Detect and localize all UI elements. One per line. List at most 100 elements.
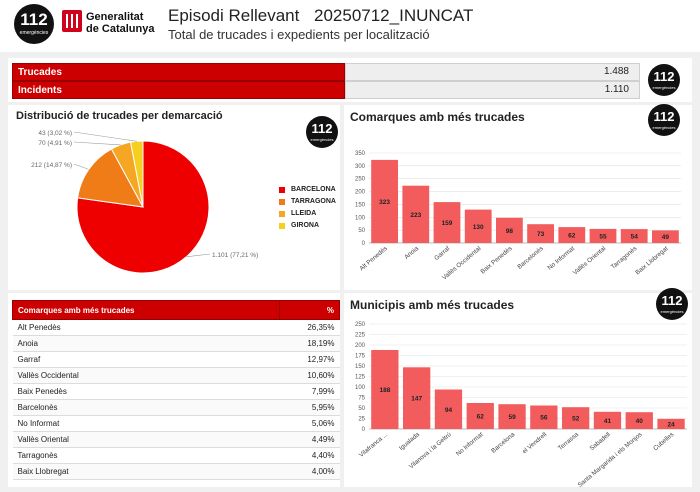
bar-value-label: 49 [662,234,670,241]
bar [620,229,648,243]
bar-value-label: 323 [379,199,390,206]
table-row: Tarragonès 4,40% [12,447,340,464]
logo-112-caption: emergències [19,30,49,36]
table-row: Garraf 12,97% [12,351,340,368]
x-tick-label: Terrassa [557,431,580,452]
legend-item-tarragona: TARRAGONA [279,196,336,207]
badge-caption: emergències [652,85,676,90]
pie-leader-line [73,131,137,142]
logo-112: 112 emergències [14,4,54,44]
y-tick-label: 50 [358,228,365,234]
bar [530,405,558,429]
bar [402,185,430,243]
badge-caption: emergències [660,309,684,314]
y-tick-label: 300 [355,164,366,170]
table-row: Anoia 18,19% [12,335,340,352]
table-row: Alt Penedès 26,35% [12,319,340,336]
bar [589,228,617,243]
report-header: 112 emergències Generalitat de Catalunya… [0,0,700,50]
pie-data-label: 1.101 (77,21 %) [212,252,258,259]
bar-value-label: 98 [506,228,514,235]
y-tick-label: 225 [355,333,366,339]
badge-112-icon: 112 emergències [648,104,680,136]
bar [527,224,554,243]
bar-value-label: 24 [667,422,675,429]
table-row: Vallès Occidental 10,60% [12,367,340,384]
generalitat-line1: Generalitat [86,11,144,23]
table-cell-pct: 5,95% [279,399,340,416]
bar [625,412,653,429]
y-tick-label: 0 [362,241,366,247]
badge-caption: emergències [652,125,676,130]
bar1-title: Comarques amb més trucades [350,110,525,124]
bar [466,403,494,429]
x-tick-label: el Vendrell [521,431,548,455]
table-cell-pct: 12,97% [279,351,340,368]
table-header-row: Comarques amb més trucades % [12,300,340,320]
bar-value-label: 94 [445,407,453,414]
legend-item-barcelona: BARCELONA [279,184,336,195]
table-cell-pct: 4,49% [279,431,340,448]
page-title: Episodi Rellevant [168,6,300,25]
bar [657,418,685,429]
table-cell-pct: 4,00% [279,463,340,480]
table-cell-name: Vallès Oriental [12,431,280,448]
pie-leader-line [73,141,121,146]
y-tick-label: 150 [355,364,366,370]
bar-value-label: 223 [410,212,421,219]
table-header-pct: % [279,300,340,320]
pie-data-label: 43 (3,02 %) [38,130,72,137]
badge-caption: emergències [310,137,334,142]
table-row: Barcelonès 5,95% [12,399,340,416]
x-tick-label: Santa Margarida i els Monjos [577,431,644,489]
y-tick-label: 25 [358,417,365,423]
kpi-label: Incidents [12,81,345,99]
bar-value-label: 59 [508,414,516,421]
pie-legend: BARCELONA TARRAGONA LLEIDA GIRONA [279,184,336,232]
x-tick-label: Vilafranca ... [358,431,389,459]
y-tick-label: 150 [355,202,366,208]
bar-value-label: 55 [599,233,607,240]
table-cell-pct: 10,60% [279,367,340,384]
page-subtitle: Total de trucades i expedients per local… [168,27,430,42]
table-body: Alt Penedès 26,35% Anoia 18,19% Garraf 12,97%… [12,319,340,480]
bar-value-label: 62 [568,233,576,240]
bar [371,159,398,243]
bar [558,227,586,243]
generalitat-name: Generalitat de Catalunya [86,11,154,35]
bar [498,404,526,429]
table-cell-pct: 7,99% [279,383,340,400]
badge-number: 112 [311,121,333,136]
pie-slice-tarragona [77,148,144,208]
bar-value-label: 159 [442,220,453,227]
legend-item-girona: GIRONA [279,220,336,231]
table-cell-name: Tarragonès [12,447,280,464]
badge-112-icon: 112 emergències [306,116,338,148]
bar [593,411,622,429]
x-tick-label: Cubelles [652,431,675,452]
bar [434,389,463,429]
table-cell-name: Garraf [12,351,280,368]
bar [371,350,399,429]
table-cell-name: Vallès Occidental [12,367,280,384]
bar-value-label: 62 [477,414,485,421]
pie-leader-line [186,253,211,258]
table-row: No Informat 5,06% [12,415,340,432]
badge-number: 112 [653,69,675,84]
badge-112-icon: 112 emergències [656,288,688,320]
y-tick-label: 100 [355,215,366,221]
y-tick-label: 100 [355,385,366,391]
table-row: Baix Llobregat 4,00% [12,463,340,480]
pie-title: Distribució de trucades per demarcació [16,110,223,122]
kpi-label: Trucades [12,63,345,81]
kpi-row-incidents: Incidents 1.110 [12,81,640,99]
bar-value-label: 40 [636,418,644,425]
bar-value-label: 188 [379,387,390,394]
bar [403,367,431,429]
y-tick-label: 350 [355,151,366,157]
legend-label: TARRAGONA [291,198,336,205]
comarques-table: Comarques amb més trucades % Alt Penedès… [12,300,340,480]
generalitat-logo-icon [62,10,82,32]
